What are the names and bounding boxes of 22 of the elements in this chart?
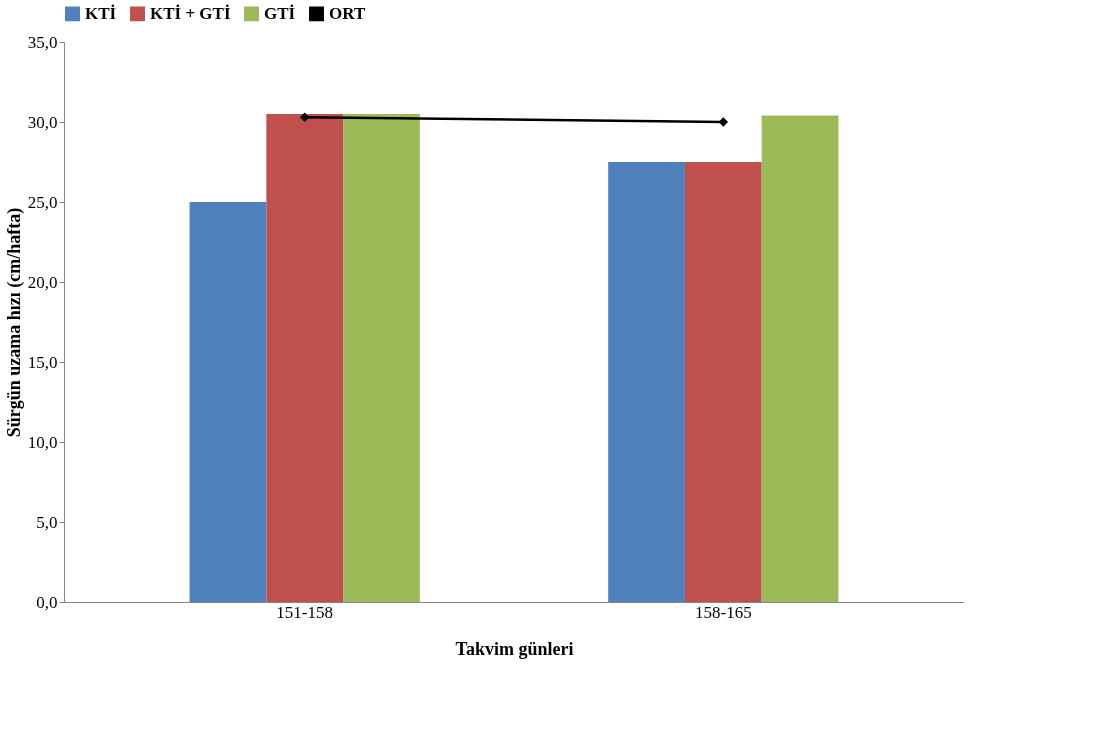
legend-label: GTİ — [264, 3, 296, 23]
x-axis-title: Takvim günleri — [455, 638, 574, 659]
bar — [343, 114, 420, 602]
y-axis-title: Sürgün uzama hızı (cm/hafta) — [3, 207, 25, 438]
legend-label: KTİ — [85, 3, 117, 23]
legend-label: ORT — [329, 3, 366, 23]
y-tick-label: 10,0 — [27, 432, 58, 452]
y-tick-label: 0,0 — [36, 592, 58, 612]
y-tick-label: 35,0 — [27, 32, 58, 52]
y-tick-label: 30,0 — [27, 112, 58, 132]
y-tick-label: 25,0 — [27, 192, 58, 212]
x-tick-label: 151-158 — [276, 602, 334, 622]
legend-label: KTİ + GTİ — [150, 3, 231, 23]
y-tick-label: 20,0 — [27, 272, 58, 292]
bar — [266, 114, 344, 602]
bar — [761, 115, 839, 602]
bar — [684, 162, 762, 602]
bar — [189, 202, 267, 602]
bar — [608, 162, 685, 602]
y-tick-label: 15,0 — [27, 352, 58, 372]
x-tick-label: 158-165 — [694, 602, 752, 622]
y-tick-label: 5,0 — [36, 512, 58, 532]
